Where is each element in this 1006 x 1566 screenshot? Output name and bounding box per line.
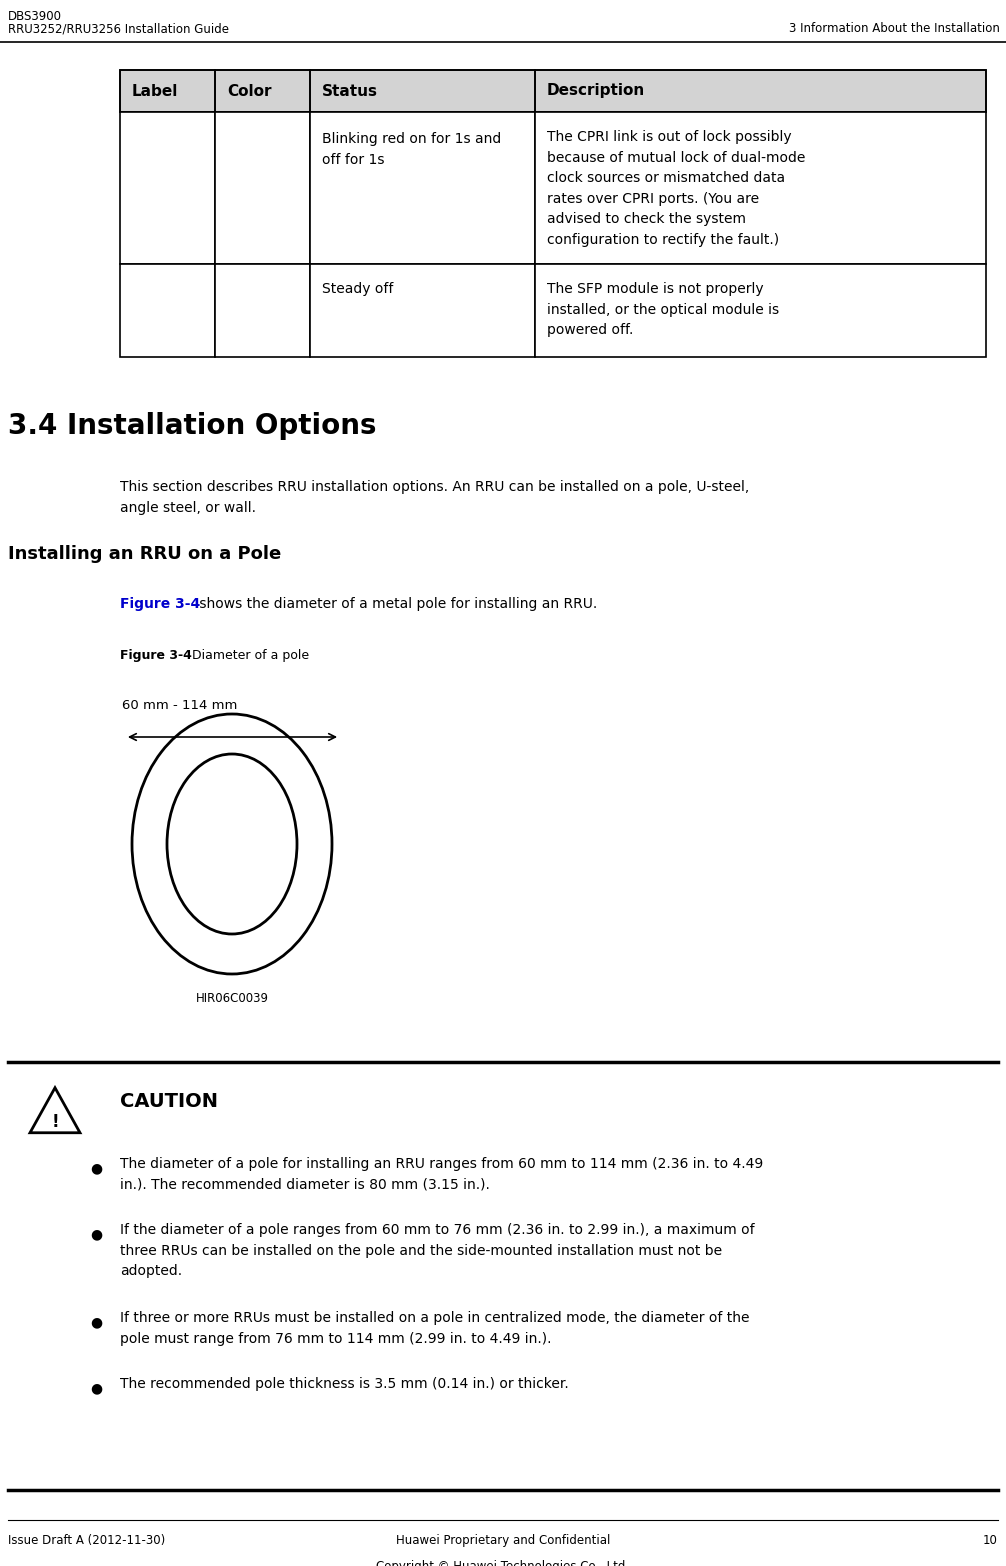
Bar [310,265,535,357]
Text: Steady off: Steady off [322,282,393,296]
Text: 3.4 Installation Options: 3.4 Installation Options [8,412,376,440]
Text: The SFP module is not properly
installed, or the optical module is
powered off.: The SFP module is not properly installed… [547,282,779,337]
Text: CAUTION: CAUTION [120,1092,218,1110]
Text: ●: ● [90,1228,103,1240]
Text: 10: 10 [983,1535,998,1547]
Text: Blinking red on for 1s and
off for 1s: Blinking red on for 1s and off for 1s [322,132,501,166]
Text: Issue Draft A (2012-11-30): Issue Draft A (2012-11-30) [8,1535,165,1547]
Text: !: ! [51,1113,58,1131]
Bar [215,265,310,357]
Bar [535,265,986,357]
Text: 60 mm - 114 mm: 60 mm - 114 mm [122,698,237,713]
Text: Huawei Proprietary and Confidential: Huawei Proprietary and Confidential [395,1535,611,1547]
Bar [120,113,215,265]
Text: Color: Color [227,83,272,99]
Text: ●: ● [90,1381,103,1395]
Bar [120,265,215,357]
Text: Copyright © Huawei Technologies Co., Ltd.: Copyright © Huawei Technologies Co., Ltd… [376,1560,630,1566]
Text: shows the diameter of a metal pole for installing an RRU.: shows the diameter of a metal pole for i… [195,597,598,611]
Text: If the diameter of a pole ranges from 60 mm to 76 mm (2.36 in. to 2.99 in.), a m: If the diameter of a pole ranges from 60… [120,1223,754,1278]
Text: 3 Information About the Installation: 3 Information About the Installation [789,22,1000,34]
Text: ●: ● [90,1160,103,1174]
Bar [310,113,535,265]
Text: Figure 3-4: Figure 3-4 [120,597,200,611]
Text: RRU3252/RRU3256 Installation Guide: RRU3252/RRU3256 Installation Guide [8,22,229,34]
Bar [535,70,986,113]
Text: HIR06C0039: HIR06C0039 [195,991,269,1005]
Text: Description: Description [547,83,645,99]
Bar [215,113,310,265]
Text: If three or more RRUs must be installed on a pole in centralized mode, the diame: If three or more RRUs must be installed … [120,1311,749,1345]
Bar [120,70,215,113]
Text: Diameter of a pole: Diameter of a pole [188,648,309,662]
Bar [215,70,310,113]
Text: Label: Label [132,83,178,99]
Text: The recommended pole thickness is 3.5 mm (0.14 in.) or thicker.: The recommended pole thickness is 3.5 mm… [120,1377,568,1391]
Text: Status: Status [322,83,378,99]
Text: This section describes RRU installation options. An RRU can be installed on a po: This section describes RRU installation … [120,481,749,515]
Text: Installing an RRU on a Pole: Installing an RRU on a Pole [8,545,282,564]
Bar [310,70,535,113]
Bar [120,70,986,113]
Bar [535,113,986,265]
Text: Figure 3-4: Figure 3-4 [120,648,192,662]
Text: The diameter of a pole for installing an RRU ranges from 60 mm to 114 mm (2.36 i: The diameter of a pole for installing an… [120,1157,764,1192]
Text: The CPRI link is out of lock possibly
because of mutual lock of dual-mode
clock : The CPRI link is out of lock possibly be… [547,130,806,247]
Text: DBS3900: DBS3900 [8,9,62,23]
Text: ●: ● [90,1315,103,1330]
